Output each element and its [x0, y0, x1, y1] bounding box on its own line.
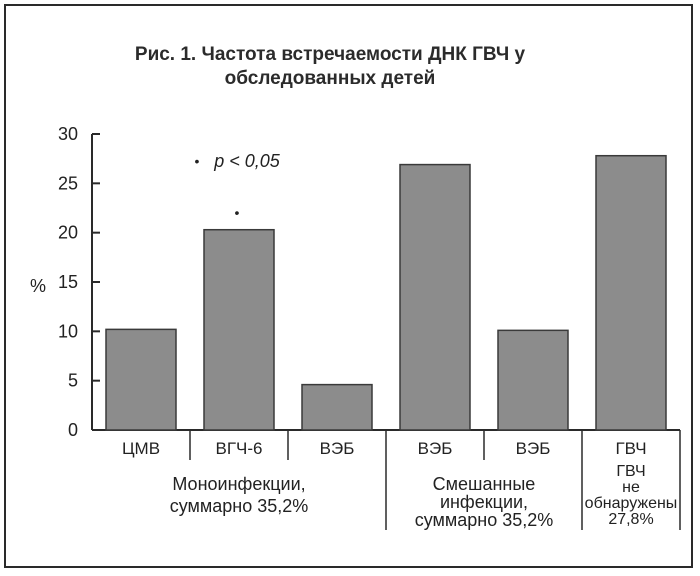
category-label: ГВЧ: [615, 439, 646, 458]
annotation-marker: •: [195, 153, 200, 169]
labels: 0 5 10 15 20 25 30% ЦМВ ВГЧ-6 • ВЭБ ВЭБ ВЭБ ГВЧ • p < 0…: [30, 124, 677, 530]
category-label: ВЭБ: [418, 439, 453, 458]
group-label-line: обнаружены: [585, 495, 678, 512]
y-tick-label: 15: [58, 272, 78, 292]
significance-marker: •: [235, 205, 240, 221]
axes: [91, 133, 681, 530]
group-label-line: инфекции,: [440, 492, 528, 512]
bars: [105, 154, 667, 431]
annotation-text: p < 0,05: [213, 151, 281, 171]
category-label: ВЭБ: [320, 439, 355, 458]
category-label: ЦМВ: [122, 439, 160, 458]
bar: [301, 383, 373, 431]
chart-title-line-2: обследованных детей: [224, 68, 436, 89]
group-label-line: Смешанные: [433, 474, 536, 494]
category-label: ВГЧ-6: [216, 439, 263, 458]
bar: [497, 329, 569, 431]
group-label-line: суммарно 35,2%: [415, 510, 554, 530]
y-axis-label: %: [30, 276, 46, 296]
y-tick-label: 0: [68, 420, 78, 440]
group-label-line: суммарно 35,2%: [170, 496, 309, 516]
chart-title-line-1: Рис. 1. Частота встречаемости ДНК ГВЧ у: [134, 44, 526, 65]
y-tick-label: 20: [58, 223, 78, 243]
y-tick-label: 30: [58, 124, 78, 144]
y-tick-label: 25: [58, 173, 78, 193]
y-tick-label: 10: [58, 321, 78, 341]
category-label: ВЭБ: [516, 439, 551, 458]
group-label-line: ГВЧ: [616, 463, 645, 480]
chart-frame: [4, 4, 693, 568]
bar: [399, 163, 471, 431]
bar: [105, 328, 177, 431]
y-tick-label: 5: [68, 371, 78, 391]
bar: [595, 154, 667, 431]
group-label-line: не: [622, 479, 640, 496]
group-label-line: 27,8%: [608, 511, 653, 528]
bar: [203, 228, 275, 431]
group-label-line: Моноинфекции,: [172, 474, 305, 494]
